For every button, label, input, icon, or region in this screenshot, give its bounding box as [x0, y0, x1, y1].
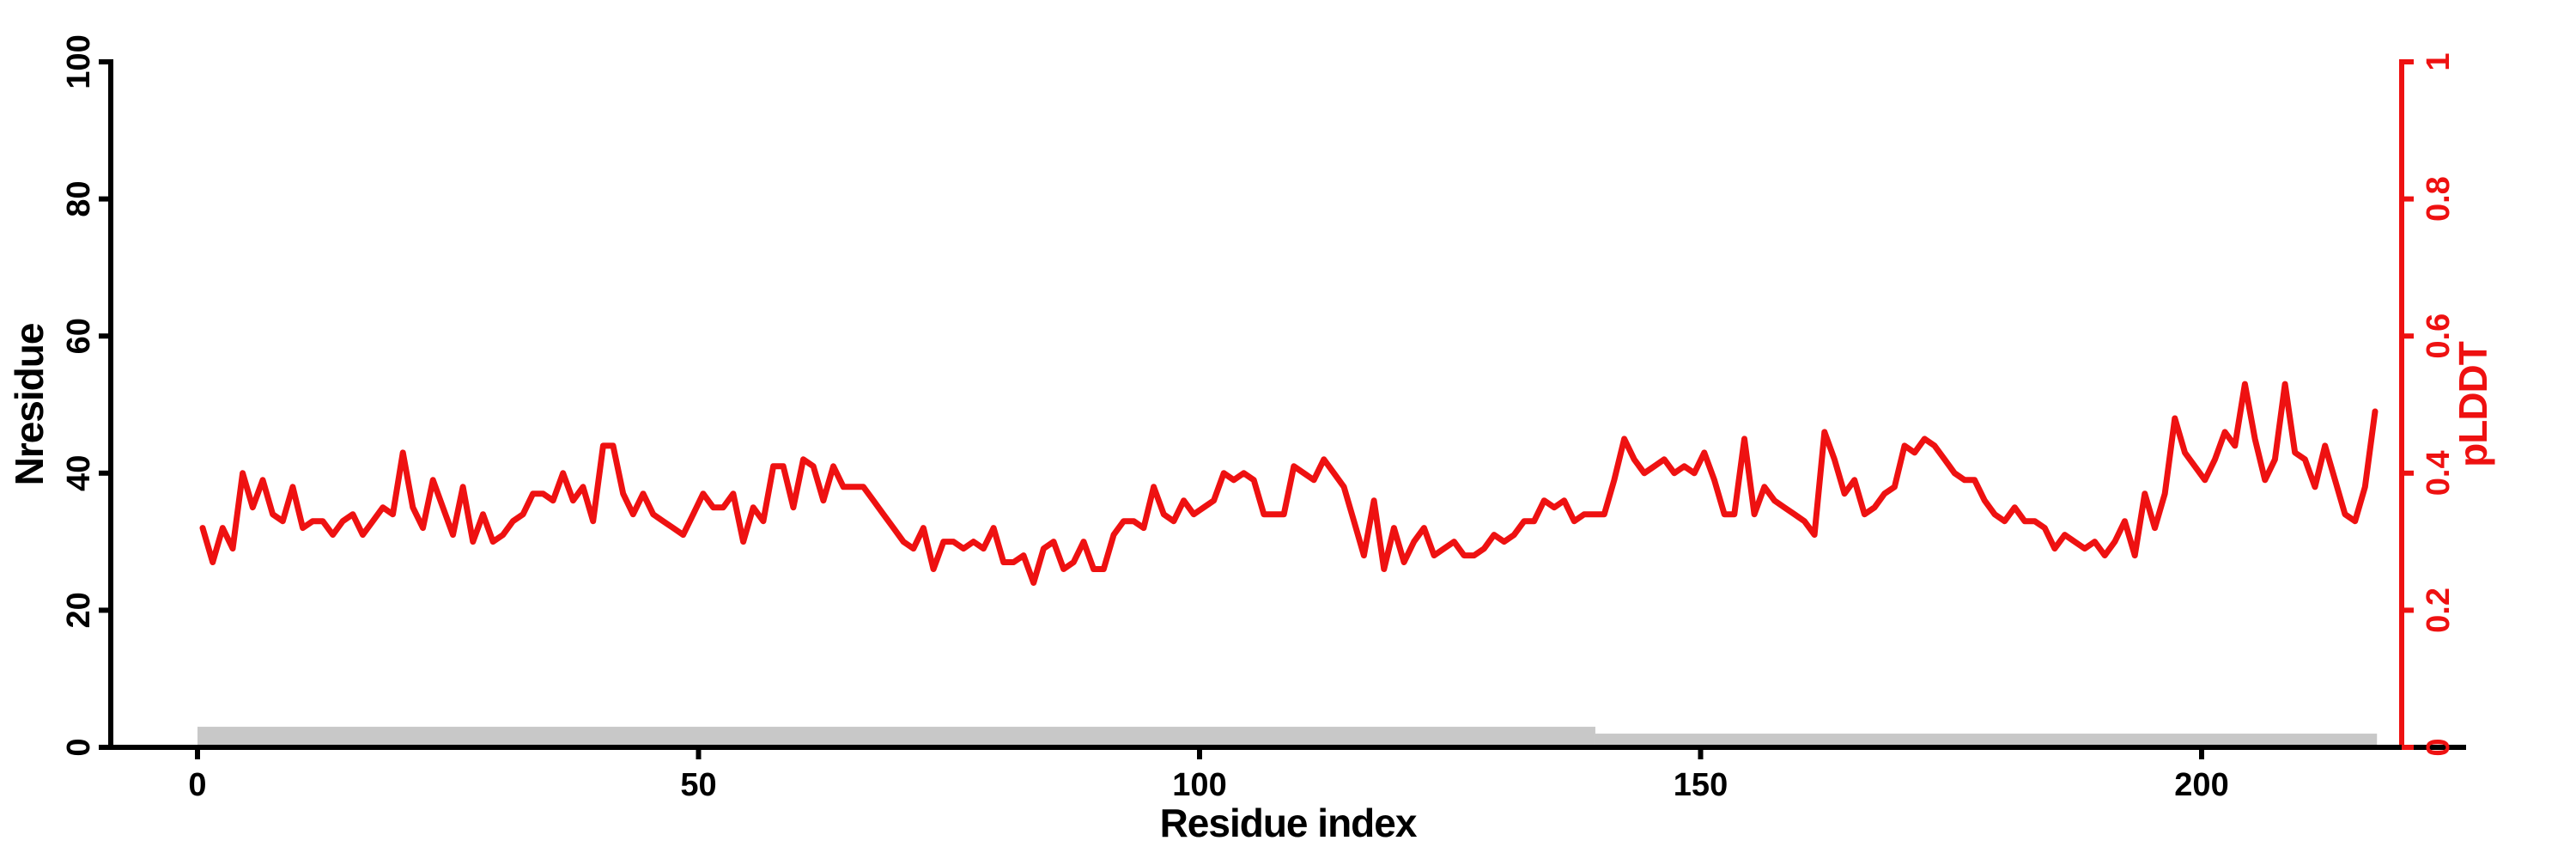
right-axis-tick-label: 1	[2421, 52, 2457, 70]
right-axis-tick-label: 0	[2421, 738, 2457, 756]
axes	[108, 59, 2466, 750]
left-axis-tick-label: 20	[61, 592, 97, 628]
plddt-polyline	[199, 381, 2379, 586]
right-axis-tick-label: 0.8	[2421, 176, 2457, 222]
left-axis-tick-label: 0	[61, 738, 97, 756]
left-axis-tick-label: 100	[61, 34, 97, 88]
nresidue-step-bars	[197, 727, 2378, 747]
x-axis-tick-label: 150	[1674, 767, 1728, 803]
plddt-line-series	[199, 381, 2379, 586]
left-axis-title: Nresidue	[7, 323, 52, 485]
right-axis-tick-label: 0.6	[2421, 314, 2457, 359]
right-axis-tick-label: 0.4	[2421, 450, 2457, 496]
left-axis-tick-label: 40	[61, 455, 97, 491]
tick-marks-and-labels: 0 20 40 60 80 100 0 0.2 0.4 0.6 0.8 1 0 50 100 150 200	[61, 34, 2457, 803]
x-axis-title: Residue index	[1160, 801, 1418, 845]
right-axis-tick-label: 0.2	[2421, 588, 2457, 633]
x-axis-tick-label: 50	[680, 767, 716, 803]
x-axis-tick-label: 100	[1172, 767, 1226, 803]
right-axis-title: pLDDT	[2451, 341, 2495, 467]
left-axis-tick-label: 80	[61, 180, 97, 216]
x-axis-tick-label: 200	[2174, 767, 2228, 803]
nresidue-bar-segment	[197, 727, 1595, 747]
left-axis-tick-label: 60	[61, 318, 97, 354]
nresidue-bar-segment	[1595, 734, 2378, 747]
x-axis-tick-label: 0	[188, 767, 206, 803]
